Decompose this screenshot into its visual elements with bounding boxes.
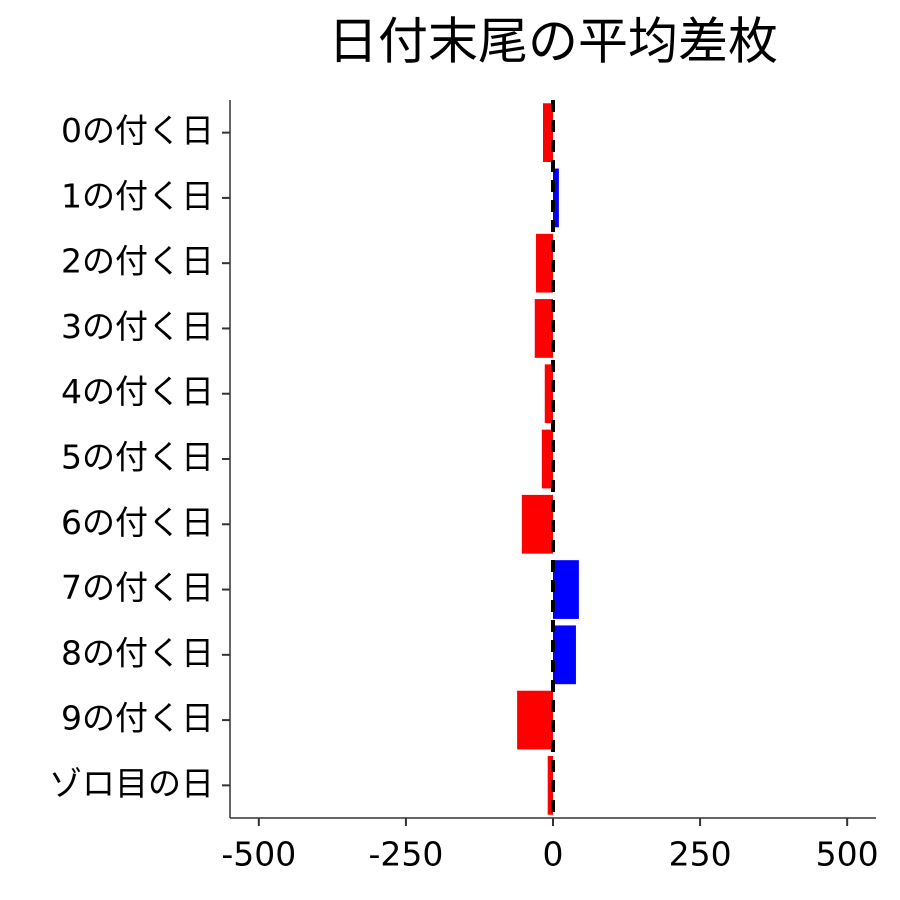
x-tick-label: 0 <box>543 835 564 874</box>
y-tick-label: 4の付く日 <box>61 372 214 411</box>
y-tick-label: 6の付く日 <box>61 503 214 542</box>
y-tick-label: 8の付く日 <box>61 633 214 672</box>
bar <box>542 103 553 163</box>
bar <box>517 690 553 750</box>
y-tick-label: 0の付く日 <box>61 111 214 150</box>
bar <box>541 429 553 489</box>
y-tick-label: 2の付く日 <box>61 242 214 281</box>
y-tick-label: 7の付く日 <box>61 568 214 607</box>
x-tick-label: -500 <box>221 835 296 874</box>
bar <box>547 755 553 815</box>
bar <box>553 560 579 619</box>
x-tick-label: -250 <box>368 835 443 874</box>
bar <box>534 299 553 358</box>
y-tick-label: 9の付く日 <box>61 699 214 738</box>
bar <box>544 364 553 424</box>
y-tick-label: 3の付く日 <box>61 307 214 346</box>
x-tick-label: 250 <box>669 835 732 874</box>
bar <box>535 233 553 293</box>
bar <box>521 494 553 554</box>
chart-title: 日付末尾の平均差枚 <box>328 13 778 71</box>
bar <box>553 168 559 228</box>
y-tick-label: 5の付く日 <box>61 438 214 477</box>
y-tick-label: ゾロ目の日 <box>49 764 214 803</box>
x-tick-label: 500 <box>816 835 879 874</box>
y-tick-label: 1の付く日 <box>61 176 214 215</box>
bar <box>553 625 576 685</box>
